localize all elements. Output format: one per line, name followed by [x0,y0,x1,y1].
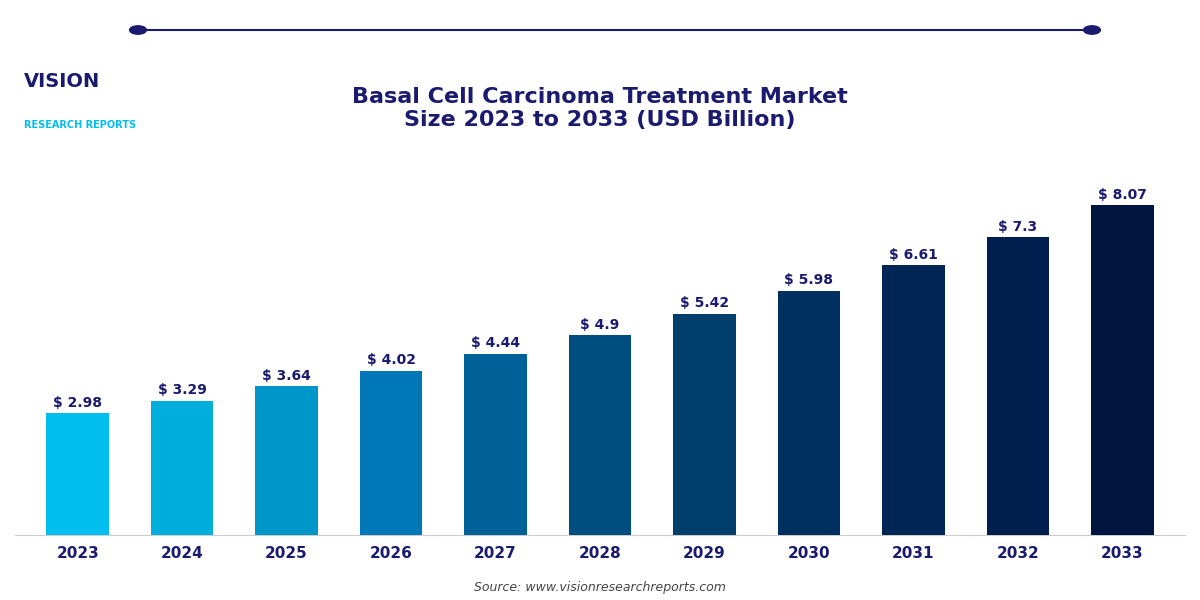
Text: $ 8.07: $ 8.07 [1098,188,1147,202]
Bar [1091,205,1153,535]
Text: $ 5.98: $ 5.98 [785,274,834,287]
Text: $ 3.29: $ 3.29 [157,383,206,397]
Title: Basal Cell Carcinoma Treatment Market
Size 2023 to 2033 (USD Billion): Basal Cell Carcinoma Treatment Market Si… [352,87,848,130]
Bar [986,237,1049,535]
Text: $ 5.42: $ 5.42 [680,296,730,310]
Text: $ 4.9: $ 4.9 [581,317,619,332]
Text: Source: www.visionresearchreports.com: Source: www.visionresearchreports.com [474,581,726,594]
Text: $ 2.98: $ 2.98 [53,396,102,410]
Bar [151,401,214,535]
Bar [256,386,318,535]
Bar [882,265,944,535]
Text: VISION: VISION [24,72,101,91]
Bar [778,291,840,535]
Bar [47,413,109,535]
Bar [673,314,736,535]
Bar [360,371,422,535]
Text: RESEARCH REPORTS: RESEARCH REPORTS [24,120,136,130]
Text: $ 4.44: $ 4.44 [470,337,520,350]
Bar [569,335,631,535]
Text: $ 6.61: $ 6.61 [889,248,938,262]
Text: $ 3.64: $ 3.64 [262,369,311,383]
Text: $ 7.3: $ 7.3 [998,220,1038,233]
Bar [464,353,527,535]
Text: $ 4.02: $ 4.02 [366,353,415,367]
